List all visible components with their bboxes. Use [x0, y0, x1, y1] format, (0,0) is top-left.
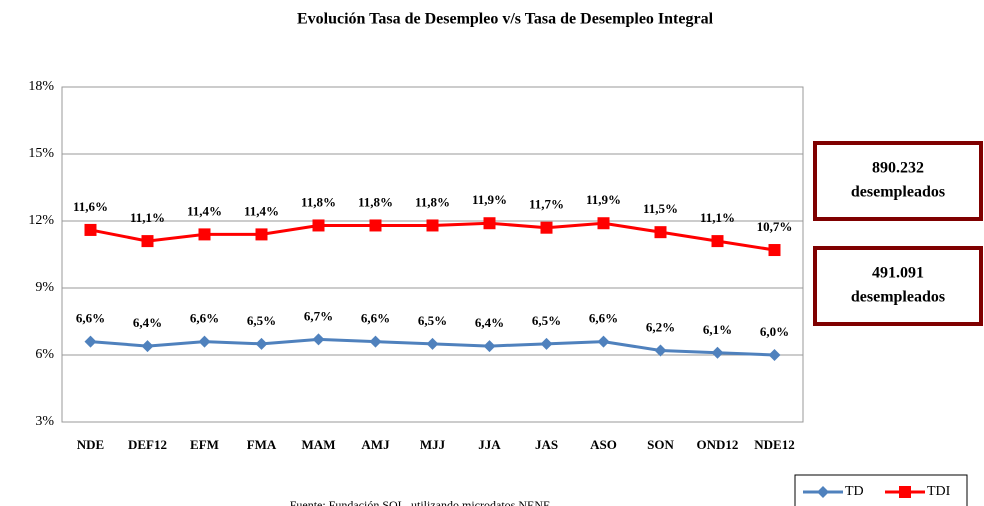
- marker: [768, 349, 781, 361]
- annotation-text: desempleados: [851, 184, 945, 201]
- y-tick-label: 12%: [28, 213, 54, 228]
- data-label: 6,2%: [646, 320, 675, 335]
- marker: [198, 228, 211, 241]
- marker: [312, 219, 325, 232]
- x-tick-label: DEF12: [128, 437, 167, 452]
- marker: [540, 337, 553, 350]
- data-label: 11,8%: [358, 194, 393, 209]
- data-label: 6,5%: [418, 313, 447, 328]
- data-label: 6,5%: [247, 313, 276, 328]
- x-tick-label: JJA: [478, 437, 501, 452]
- legend-marker: [817, 486, 829, 498]
- legend-label: TDI: [927, 484, 951, 499]
- data-label: 6,7%: [304, 308, 333, 323]
- data-label: 11,9%: [472, 192, 507, 207]
- y-tick-label: 15%: [28, 146, 54, 161]
- x-tick-label: SON: [647, 437, 674, 452]
- marker: [483, 217, 496, 230]
- annotation-box: [813, 246, 983, 326]
- x-tick-label: NDE: [77, 437, 104, 452]
- x-tick-label: MAM: [302, 437, 336, 452]
- marker: [141, 235, 154, 248]
- x-tick-label: ASO: [590, 437, 617, 452]
- marker: [84, 223, 97, 236]
- marker: [312, 333, 325, 346]
- annotation-text: 890.232: [872, 160, 924, 177]
- marker: [654, 226, 667, 239]
- data-label: 11,5%: [643, 201, 678, 216]
- marker: [198, 335, 211, 348]
- data-label: 11,6%: [73, 199, 108, 214]
- data-label: 6,5%: [532, 313, 561, 328]
- chart-title: Evolución Tasa de Desempleo v/s Tasa de …: [297, 11, 714, 28]
- x-tick-label: FMA: [247, 437, 277, 452]
- x-tick-label: MJJ: [420, 437, 446, 452]
- legend-label: TD: [845, 484, 864, 499]
- data-label: 11,8%: [415, 194, 450, 209]
- data-label: 11,9%: [586, 192, 621, 207]
- data-label: 6,6%: [190, 311, 219, 326]
- data-label: 11,1%: [130, 210, 165, 225]
- y-tick-label: 9%: [35, 280, 54, 295]
- data-label: 11,1%: [700, 210, 735, 225]
- data-label: 6,6%: [76, 311, 105, 326]
- x-tick-label: OND12: [697, 437, 739, 452]
- marker: [768, 244, 781, 257]
- marker: [654, 344, 667, 357]
- legend-marker: [899, 486, 911, 498]
- data-label: 6,0%: [760, 324, 789, 339]
- marker: [711, 235, 724, 248]
- x-tick-label: JAS: [535, 437, 558, 452]
- x-tick-label: EFM: [190, 437, 219, 452]
- data-label: 6,4%: [133, 315, 162, 330]
- marker: [84, 335, 97, 348]
- marker: [426, 219, 439, 232]
- data-label: 6,6%: [361, 311, 390, 326]
- data-label: 6,1%: [703, 322, 732, 337]
- marker: [255, 228, 268, 241]
- annotation-text: 491.091: [872, 265, 924, 282]
- annotation-box: [813, 141, 983, 221]
- marker: [255, 337, 268, 350]
- data-label: 11,7%: [529, 197, 564, 212]
- data-label: 11,4%: [244, 203, 279, 218]
- plot-border: [61, 86, 804, 423]
- source-note: Fuente: Fundación SOL, utilizando microd…: [290, 498, 551, 506]
- marker: [540, 221, 553, 234]
- marker: [597, 335, 610, 348]
- marker: [369, 335, 382, 348]
- marker: [711, 346, 724, 359]
- marker: [426, 337, 439, 350]
- marker: [483, 340, 496, 353]
- y-tick-label: 3%: [35, 414, 54, 429]
- data-label: 11,4%: [187, 203, 222, 218]
- x-tick-label: NDE12: [754, 437, 794, 452]
- y-tick-label: 6%: [35, 347, 54, 362]
- data-label: 11,8%: [301, 194, 336, 209]
- marker: [141, 340, 154, 353]
- marker: [597, 217, 610, 230]
- data-label: 6,4%: [475, 315, 504, 330]
- x-tick-label: AMJ: [361, 437, 390, 452]
- y-tick-label: 18%: [28, 79, 54, 94]
- data-label: 6,6%: [589, 311, 618, 326]
- data-label: 10,7%: [757, 219, 793, 234]
- marker: [369, 219, 382, 232]
- annotation-text: desempleados: [851, 289, 945, 306]
